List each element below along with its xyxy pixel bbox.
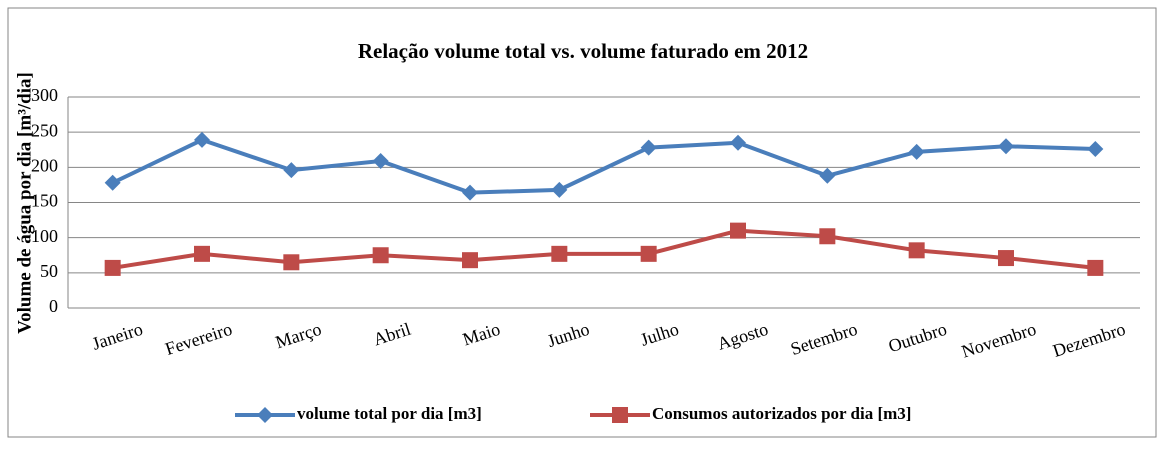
data-point — [194, 131, 210, 148]
data-point — [1087, 141, 1104, 158]
legend-label: volume total por dia [m3] — [297, 404, 482, 423]
data-point — [819, 167, 836, 184]
data-point — [819, 228, 836, 245]
y-tick-label: 250 — [31, 120, 58, 140]
data-point — [194, 245, 210, 262]
data-point — [908, 143, 925, 160]
data-point — [283, 162, 300, 179]
data-point — [462, 252, 478, 269]
data-point — [372, 247, 389, 264]
data-point — [462, 184, 478, 201]
data-point — [551, 181, 568, 198]
data-point — [640, 139, 657, 156]
data-point — [104, 259, 121, 276]
y-tick-label: 150 — [31, 191, 58, 211]
data-point — [640, 245, 657, 262]
data-point — [998, 138, 1014, 155]
data-point — [1087, 259, 1104, 276]
y-tick-label: 200 — [31, 155, 58, 175]
data-point — [551, 245, 568, 262]
y-tick-label: 100 — [31, 226, 58, 246]
y-tick-label: 50 — [40, 261, 58, 281]
data-point — [730, 134, 746, 151]
y-tick-label: 300 — [31, 85, 58, 105]
data-point — [998, 250, 1014, 267]
legend-marker — [612, 407, 628, 423]
series-line — [111, 137, 1096, 195]
series-line — [112, 228, 1096, 270]
data-point — [908, 242, 925, 259]
data-point — [283, 254, 300, 271]
legend-marker — [257, 407, 273, 423]
y-tick-label: 0 — [49, 296, 58, 316]
data-point — [730, 222, 746, 239]
chart-title: Relação volume total vs. volume faturado… — [358, 39, 808, 63]
legend-label: Consumos autorizados por dia [m3] — [652, 404, 911, 423]
chart-border — [7, 7, 1157, 438]
data-point — [372, 153, 389, 170]
y-axis-label: Volume de água por dia [m³/dia] — [14, 72, 35, 334]
data-point — [104, 174, 121, 191]
